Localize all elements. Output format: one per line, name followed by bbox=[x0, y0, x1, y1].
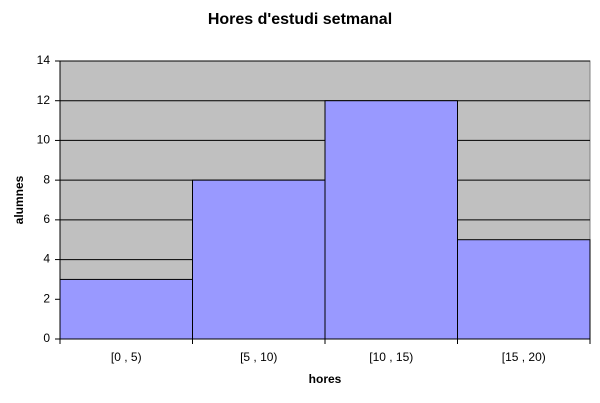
y-tick-label: 10 bbox=[37, 133, 51, 147]
y-tick-label: 2 bbox=[43, 291, 50, 305]
y-axis-title: alumnes bbox=[12, 175, 26, 224]
y-tick-label: 6 bbox=[43, 212, 50, 226]
y-tick-label: 0 bbox=[43, 331, 50, 345]
x-tick-label: [0 , 5) bbox=[111, 350, 142, 364]
x-tick-label: [5 , 10) bbox=[240, 350, 277, 364]
bar bbox=[324, 100, 458, 340]
bar bbox=[192, 179, 326, 340]
x-axis-title: hores bbox=[309, 372, 342, 386]
y-tick-label: 4 bbox=[43, 252, 50, 266]
chart-title: Hores d'estudi setmanal bbox=[208, 11, 392, 28]
bar bbox=[457, 239, 591, 340]
x-tick-label: [15 , 20) bbox=[502, 350, 546, 364]
bar bbox=[59, 278, 193, 340]
x-tick-label: [10 , 15) bbox=[369, 350, 413, 364]
y-tick-label: 14 bbox=[37, 53, 51, 67]
y-tick-label: 12 bbox=[37, 93, 51, 107]
y-tick-label: 8 bbox=[43, 172, 50, 186]
